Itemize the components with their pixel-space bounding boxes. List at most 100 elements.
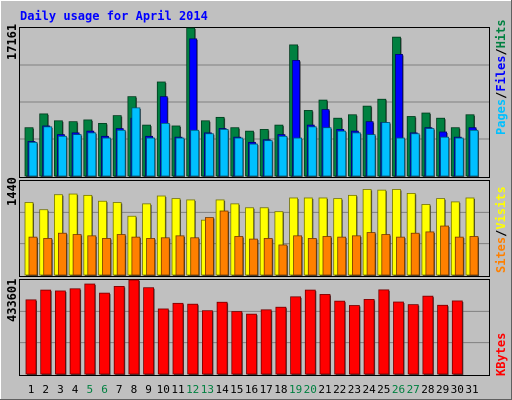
pages-bar-day-7: [116, 129, 127, 177]
kbytes-bar-day-14: [216, 301, 229, 375]
kbytes-bar-day-8: [128, 279, 140, 375]
pages-bar-day-2: [43, 126, 53, 177]
pages-bar-day-15: [234, 137, 244, 177]
pages-bar-day-13: [204, 133, 215, 177]
pages-bar-day-4: [72, 134, 83, 177]
kbytes-bar-day-29: [437, 304, 449, 375]
pages-bar-day-25: [381, 122, 391, 177]
pages-bar-day-23-body: [351, 132, 361, 177]
sites-bar-day-28-body: [425, 231, 435, 276]
sites-bar-day-21: [322, 236, 332, 276]
sites-bar-day-12-body: [190, 237, 200, 276]
sites-bar-day-22-body: [337, 236, 347, 276]
sites-bar-day-2-body: [43, 238, 53, 276]
x-tick-label-day-22: 22: [333, 383, 346, 396]
pages-bar-day-13-body: [204, 133, 214, 177]
kbytes-bar-day-28: [422, 295, 434, 375]
x-tick-label-day-12: 12: [186, 383, 199, 396]
pages-bar-day-15-body: [234, 137, 244, 177]
sites-bar-day-19: [293, 235, 303, 276]
kbytes-bar-day-27: [407, 304, 420, 375]
kbytes-bar-day-7: [113, 286, 126, 375]
pages-bar-day-18-body: [278, 135, 288, 177]
x-tick-label-day-24: 24: [362, 383, 376, 396]
x-tick-label-day-27: 27: [407, 383, 420, 396]
sites-bar-day-27: [410, 232, 421, 276]
kbytes-bar-day-16: [246, 313, 258, 375]
kbytes-bar-day-25-body: [378, 289, 390, 375]
sites-bar-day-7-body: [116, 234, 126, 276]
sites-bar-day-25: [381, 234, 391, 276]
sites-bar-day-12: [190, 237, 200, 276]
pages-bar-day-21-body: [322, 127, 332, 177]
sites-bar-day-15: [234, 236, 244, 276]
pages-bar-day-20-body: [307, 126, 317, 177]
kbytes-bar-day-17-body: [260, 309, 272, 375]
pages-bar-day-16: [249, 143, 259, 177]
sites-bar-day-8: [131, 236, 141, 276]
pages-bar-day-26-body: [396, 137, 405, 177]
pages-bar-day-9: [146, 137, 156, 177]
kbytes-bar-day-20: [304, 289, 317, 375]
sites-bar-day-7: [116, 234, 127, 276]
kbytes-bar-day-21: [319, 294, 331, 375]
pages-bar-day-17: [263, 140, 274, 177]
pages-bar-day-21: [322, 127, 332, 177]
kbytes-bar-day-22: [334, 300, 346, 375]
sites-bar-day-30-body: [454, 236, 464, 276]
x-tick-label-day-16: 16: [245, 383, 258, 396]
legend-sep-1: /: [494, 92, 508, 99]
pages-bar-day-5-body: [87, 132, 97, 177]
kbytes-bar-day-29-body: [437, 304, 449, 375]
legend-kbytes: KBytes: [494, 333, 508, 376]
kbytes-bar-day-23: [348, 305, 361, 375]
pages-bar-day-7-body: [116, 129, 126, 177]
sites-bar-day-25-body: [381, 234, 391, 276]
legend-sep-3: /: [494, 230, 508, 237]
kbytes-bar-day-6-body: [99, 292, 110, 375]
sites-bar-day-22: [337, 236, 347, 276]
y-max-label-hits: 17161: [5, 24, 19, 60]
pages-bar-day-22-body: [337, 130, 347, 177]
bars-layer: [24, 27, 479, 375]
pages-bar-day-26: [396, 137, 406, 177]
x-tick-label-day-26: 26: [392, 383, 405, 396]
kbytes-bar-day-4: [69, 288, 82, 375]
x-tick-label-day-21: 21: [318, 383, 331, 396]
pages-bar-day-4-body: [72, 134, 82, 177]
sites-bar-day-6: [102, 238, 112, 276]
pages-bar-day-14: [219, 129, 230, 177]
sites-bar-day-6-body: [102, 238, 111, 276]
pages-bar-day-5: [87, 132, 97, 177]
x-tick-label-day-28: 28: [421, 383, 434, 396]
pages-bar-day-12-body: [190, 129, 200, 177]
kbytes-bar-day-11-body: [172, 302, 184, 375]
legend-hits: Hits: [494, 19, 508, 48]
sites-bar-day-1: [28, 236, 38, 276]
pages-bar-day-27-body: [410, 133, 420, 177]
kbytes-bar-day-13: [201, 310, 214, 375]
kbytes-bar-day-10: [157, 308, 170, 375]
x-tick-label-day-19: 19: [289, 383, 302, 396]
sites-bar-day-9-body: [146, 238, 156, 276]
sites-bar-day-26-body: [396, 236, 405, 276]
kbytes-bar-day-6: [99, 292, 111, 375]
pages-bar-day-8: [131, 107, 141, 177]
kbytes-bar-day-24: [363, 299, 376, 375]
pages-bar-day-27: [410, 133, 421, 177]
kbytes-bar-day-19: [290, 296, 302, 375]
pages-bar-day-31: [469, 129, 479, 177]
kbytes-bar-day-11: [172, 302, 184, 375]
pages-bar-day-30-body: [454, 137, 464, 177]
kbytes-bar-day-1: [25, 299, 37, 375]
kbytes-bar-day-17: [260, 309, 273, 375]
sites-bar-day-27-body: [410, 232, 420, 276]
kbytes-bar-day-1-body: [25, 299, 37, 375]
kbytes-bar-day-5-body: [84, 283, 96, 375]
sites-bar-day-24-body: [366, 232, 376, 276]
sites-bar-day-16-body: [249, 238, 258, 276]
chart-title: Daily usage for April 2014: [20, 9, 208, 23]
sites-bar-day-18-body: [278, 244, 288, 276]
pages-bar-day-10: [160, 122, 171, 177]
pages-bar-day-28: [425, 128, 435, 177]
